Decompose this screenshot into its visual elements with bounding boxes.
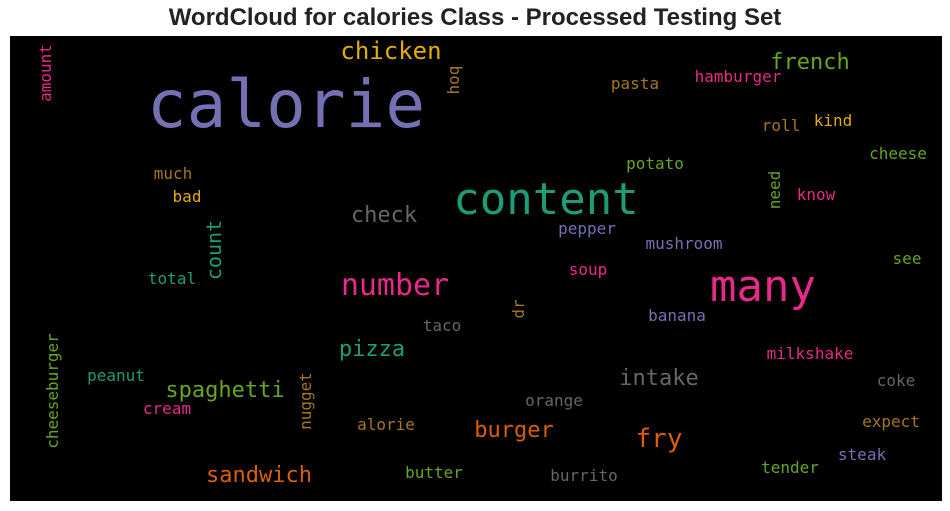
word-soup: soup <box>568 260 608 279</box>
word-see: see <box>892 249 922 268</box>
word-total: total <box>147 269 197 288</box>
word-nugget: nugget <box>296 372 315 430</box>
word-check: check <box>350 203 418 228</box>
word-intake: intake <box>619 366 699 391</box>
word-fry: fry <box>635 424 683 454</box>
word-potato: potato <box>626 154 684 173</box>
word-french: french <box>770 50 850 75</box>
word-count: count <box>202 219 226 281</box>
word-peanut: peanut <box>87 366 145 385</box>
word-much: much <box>153 164 193 183</box>
word-hamburger: hamburger <box>694 67 782 86</box>
word-banana: banana <box>648 306 706 325</box>
word-bad: bad <box>172 187 202 206</box>
word-calorie: calorie <box>146 66 426 143</box>
word-kind: kind <box>813 111 853 130</box>
word-cream: cream <box>142 399 192 418</box>
word-expect: expect <box>862 412 920 431</box>
word-milkshake: milkshake <box>766 344 854 363</box>
word-pizza: pizza <box>338 337 406 362</box>
word-butter: butter <box>405 463 463 482</box>
chart-title: WordCloud for calories Class - Processed… <box>168 4 782 31</box>
word-hoq: hoq <box>444 65 463 95</box>
word-tender: tender <box>761 458 819 477</box>
word-pepper: pepper <box>558 219 616 238</box>
word-alorie: alorie <box>357 415 415 434</box>
word-mushroom: mushroom <box>645 234 723 253</box>
word-coke: coke <box>876 371 916 390</box>
word-pasta: pasta <box>610 74 660 93</box>
word-spaghetti: spaghetti <box>165 378 285 403</box>
word-burger: burger <box>474 418 554 443</box>
word-know: know <box>796 185 836 204</box>
word-cheeseburger: cheeseburger <box>43 333 62 449</box>
word-amount: amount <box>36 44 55 102</box>
word-cheese: cheese <box>869 144 927 163</box>
word-sandwich: sandwich <box>206 463 312 488</box>
word-many: many <box>710 261 816 312</box>
word-need: need <box>765 170 784 210</box>
word-orange: orange <box>525 391 583 410</box>
word-dr: dr <box>509 299 528 319</box>
word-chicken: chicken <box>340 37 442 65</box>
word-number: number <box>340 268 450 303</box>
wordcloud-canvas: calorie content many chicken number french fry… <box>10 36 942 501</box>
word-content: content <box>453 174 639 225</box>
word-roll: roll <box>761 116 801 135</box>
word-steak: steak <box>837 445 887 464</box>
word-burrito: burrito <box>550 466 618 485</box>
word-taco: taco <box>422 316 462 335</box>
